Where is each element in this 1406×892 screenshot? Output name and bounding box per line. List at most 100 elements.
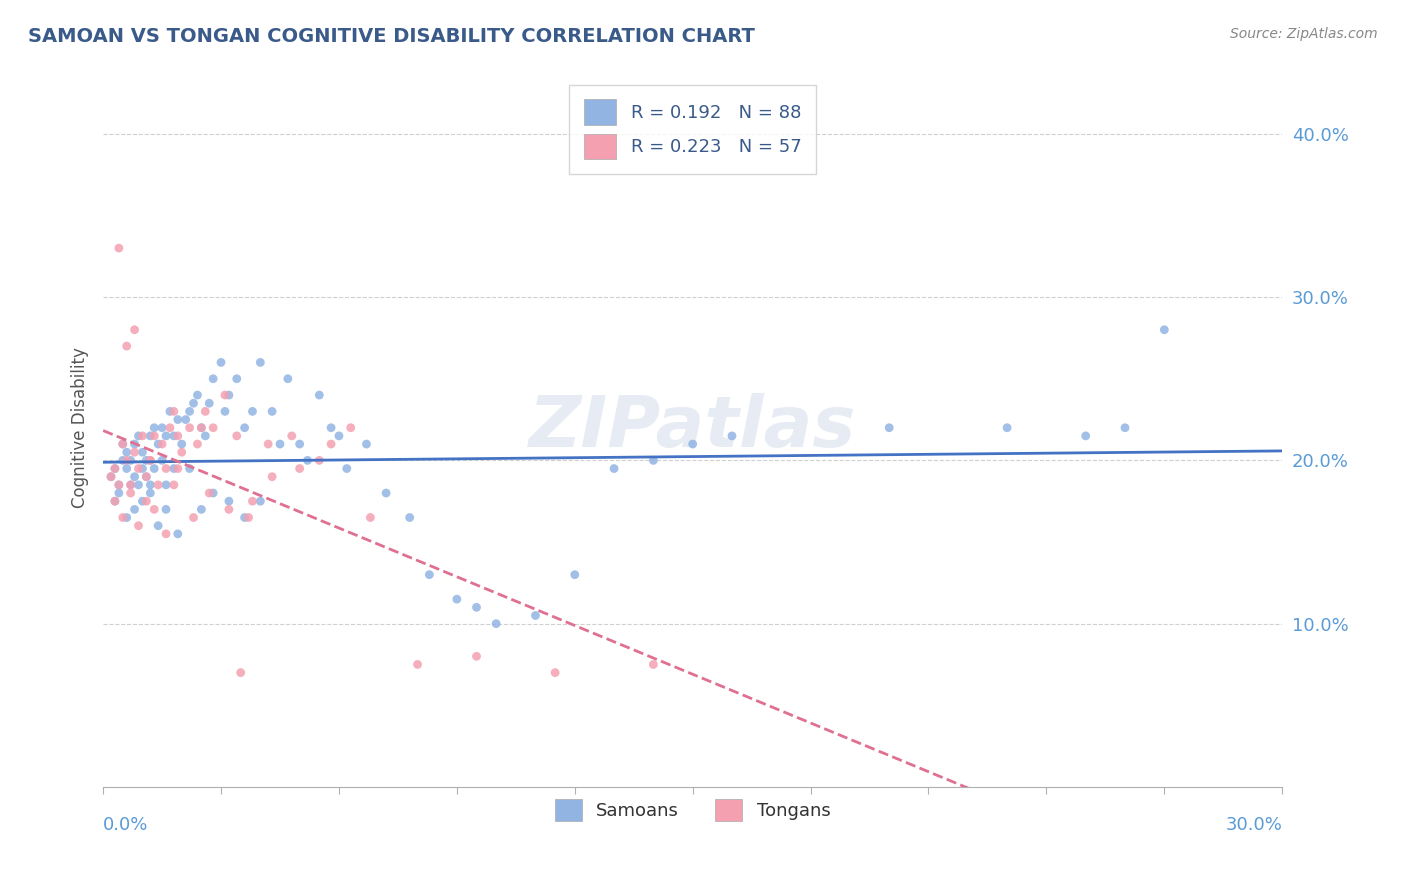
Point xyxy=(288,461,311,475)
Point xyxy=(465,600,488,615)
Point xyxy=(146,437,169,451)
Point xyxy=(877,421,900,435)
Point xyxy=(139,429,162,443)
Point xyxy=(124,502,146,516)
Point xyxy=(155,429,177,443)
Point xyxy=(198,396,221,410)
Point xyxy=(375,486,398,500)
Point xyxy=(150,437,173,451)
Point xyxy=(155,526,177,541)
Point xyxy=(721,429,744,443)
Point xyxy=(446,592,468,607)
Point xyxy=(143,502,166,516)
Point xyxy=(1153,323,1175,337)
Point xyxy=(359,510,381,524)
Point xyxy=(108,478,131,492)
Point xyxy=(418,567,440,582)
Point xyxy=(238,510,260,524)
Point xyxy=(170,437,193,451)
Point xyxy=(128,518,150,533)
Text: Source: ZipAtlas.com: Source: ZipAtlas.com xyxy=(1230,27,1378,41)
Point xyxy=(104,461,127,475)
Point xyxy=(179,421,201,435)
Point xyxy=(249,494,271,508)
Point xyxy=(319,421,342,435)
Point xyxy=(135,494,157,508)
Point xyxy=(100,469,122,483)
Point xyxy=(150,453,173,467)
Point xyxy=(249,355,271,369)
Point xyxy=(179,461,201,475)
Point xyxy=(336,461,359,475)
Point xyxy=(209,355,232,369)
Point xyxy=(603,461,626,475)
Point xyxy=(166,429,188,443)
Point xyxy=(159,404,181,418)
Point xyxy=(262,469,284,483)
Point xyxy=(124,323,146,337)
Point xyxy=(135,469,157,483)
Point xyxy=(111,510,134,524)
Point xyxy=(174,412,197,426)
Point xyxy=(356,437,378,451)
Point xyxy=(643,453,665,467)
Point xyxy=(218,502,240,516)
Point xyxy=(128,461,150,475)
Point xyxy=(115,445,138,459)
Point xyxy=(202,421,225,435)
Point xyxy=(198,486,221,500)
Point xyxy=(163,478,186,492)
Point xyxy=(163,429,186,443)
Point xyxy=(524,608,547,623)
Point xyxy=(308,453,330,467)
Point xyxy=(139,453,162,467)
Point xyxy=(682,437,704,451)
Point xyxy=(277,372,299,386)
Point xyxy=(124,445,146,459)
Point xyxy=(139,453,162,467)
Point xyxy=(135,453,157,467)
Point xyxy=(281,429,304,443)
Point xyxy=(120,478,142,492)
Point xyxy=(166,412,188,426)
Point xyxy=(194,404,217,418)
Point xyxy=(995,421,1018,435)
Point xyxy=(190,502,212,516)
Point xyxy=(257,437,280,451)
Point xyxy=(155,502,177,516)
Point xyxy=(229,665,252,680)
Point xyxy=(398,510,420,524)
Point xyxy=(115,461,138,475)
Point xyxy=(183,510,205,524)
Point xyxy=(179,404,201,418)
Point xyxy=(218,494,240,508)
Point xyxy=(166,461,188,475)
Point xyxy=(1074,429,1097,443)
Legend: Samoans, Tongans: Samoans, Tongans xyxy=(547,792,838,828)
Point xyxy=(308,388,330,402)
Point xyxy=(485,616,508,631)
Point xyxy=(186,388,208,402)
Point xyxy=(218,388,240,402)
Point xyxy=(111,437,134,451)
Point xyxy=(115,453,138,467)
Point xyxy=(163,461,186,475)
Point xyxy=(115,510,138,524)
Point xyxy=(339,421,361,435)
Point xyxy=(143,461,166,475)
Point xyxy=(111,453,134,467)
Point xyxy=(233,510,256,524)
Point xyxy=(131,445,153,459)
Point xyxy=(297,453,319,467)
Point xyxy=(225,429,247,443)
Point xyxy=(128,429,150,443)
Point xyxy=(225,372,247,386)
Point xyxy=(108,486,131,500)
Text: 0.0%: 0.0% xyxy=(103,815,149,834)
Point xyxy=(124,469,146,483)
Point xyxy=(128,478,150,492)
Point xyxy=(100,469,122,483)
Point xyxy=(108,241,131,255)
Point xyxy=(190,421,212,435)
Point xyxy=(262,404,284,418)
